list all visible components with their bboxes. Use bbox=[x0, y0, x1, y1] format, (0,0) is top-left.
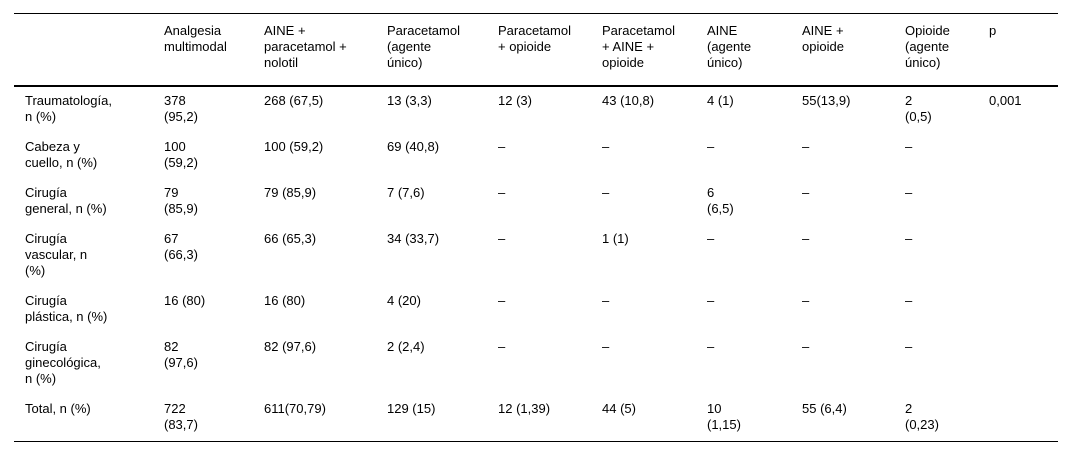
table-cell: 13 (3,3) bbox=[387, 93, 432, 108]
column-header-aine-opioide: AINE + opioide bbox=[802, 13, 905, 87]
table-cell: – bbox=[498, 339, 506, 354]
table-cell: – bbox=[707, 293, 715, 308]
row-label: Cirugía general, n (%) bbox=[25, 185, 107, 216]
table-cell: – bbox=[905, 185, 913, 200]
table-row-total: Total, n (%) 722 (83,7) 611(70,79) 129 (… bbox=[14, 395, 1058, 442]
row-label: Cirugía plástica, n (%) bbox=[25, 293, 108, 324]
table-cell: 67 (66,3) bbox=[164, 231, 198, 262]
table-cell: – bbox=[498, 231, 506, 246]
table-cell: 66 (65,3) bbox=[264, 231, 317, 246]
column-header-aine-unico: AINE (agente único) bbox=[707, 13, 802, 87]
table-cell: 12 (1,39) bbox=[498, 401, 551, 416]
table-cell: – bbox=[602, 139, 610, 154]
column-header-aine-paracetamol-nolotil: AINE + paracetamol + nolotil bbox=[264, 13, 387, 87]
row-label: Cirugía ginecológica, n (%) bbox=[25, 339, 101, 386]
table-cell: 100 (59,2) bbox=[264, 139, 324, 154]
table-cell: 7 (7,6) bbox=[387, 185, 425, 200]
table-cell: 100 (59,2) bbox=[164, 139, 198, 170]
table-cell: – bbox=[707, 139, 715, 154]
table-cell: 2 (0,5) bbox=[905, 93, 932, 124]
table-cell: 82 (97,6) bbox=[264, 339, 317, 354]
table-cell-p-value bbox=[989, 179, 1058, 225]
table-cell: 268 (67,5) bbox=[264, 93, 324, 108]
column-header-analgesia-multimodal: Analgesia multimodal bbox=[164, 13, 264, 87]
table-cell: 6 (6,5) bbox=[707, 185, 734, 216]
table-cell: 12 (3) bbox=[498, 93, 532, 108]
analgesia-table-container: Analgesia multimodal AINE + paracetamol … bbox=[14, 13, 1058, 442]
table-cell: – bbox=[905, 231, 913, 246]
table-cell: 82 (97,6) bbox=[164, 339, 198, 370]
table-cell: – bbox=[905, 339, 913, 354]
table-cell: – bbox=[707, 231, 715, 246]
table-cell-p-value bbox=[989, 333, 1058, 395]
column-header-paracetamol-opioide: Paracetamol + opioide bbox=[498, 13, 602, 87]
table-cell: – bbox=[802, 231, 810, 246]
table-cell: 79 (85,9) bbox=[264, 185, 317, 200]
table-cell: 16 (80) bbox=[264, 293, 306, 308]
column-header-p-value: p bbox=[989, 13, 1058, 87]
table-cell: 4 (20) bbox=[387, 293, 421, 308]
table-cell: 10 (1,15) bbox=[707, 401, 741, 432]
table-cell-p-value: 0,001 bbox=[989, 93, 1022, 108]
table-cell: – bbox=[498, 185, 506, 200]
row-label: Traumatología, n (%) bbox=[25, 93, 112, 124]
table-cell: – bbox=[498, 139, 506, 154]
table-cell: 43 (10,8) bbox=[602, 93, 655, 108]
table-cell-p-value bbox=[989, 287, 1058, 333]
table-body: Traumatología, n (%) 378 (95,2) 268 (67,… bbox=[14, 86, 1058, 442]
table-cell: 722 (83,7) bbox=[164, 401, 198, 432]
table-cell: 44 (5) bbox=[602, 401, 636, 416]
table-cell: 79 (85,9) bbox=[164, 185, 198, 216]
row-label: Total, n (%) bbox=[25, 401, 91, 416]
table-cell: 4 (1) bbox=[707, 93, 734, 108]
table-cell: 2 (2,4) bbox=[387, 339, 425, 354]
table-cell: 1 (1) bbox=[602, 231, 629, 246]
table-cell-p-value bbox=[989, 225, 1058, 287]
analgesia-by-surgery-table: Analgesia multimodal AINE + paracetamol … bbox=[14, 13, 1058, 442]
header-row: Analgesia multimodal AINE + paracetamol … bbox=[14, 13, 1058, 87]
row-label: Cabeza y cuello, n (%) bbox=[25, 139, 98, 170]
table-row-cirugia-plastica: Cirugía plástica, n (%) 16 (80) 16 (80) … bbox=[14, 287, 1058, 333]
table-cell: – bbox=[602, 339, 610, 354]
row-label: Cirugía vascular, n (%) bbox=[25, 231, 88, 278]
column-header-rowlabel bbox=[14, 13, 164, 87]
column-header-paracetamol-aine-opioide: Paracetamol + AINE + opioide bbox=[602, 13, 707, 87]
table-cell: 16 (80) bbox=[164, 293, 206, 308]
table-cell: – bbox=[802, 339, 810, 354]
table-cell: 55(13,9) bbox=[802, 93, 851, 108]
table-cell: – bbox=[707, 339, 715, 354]
table-cell: 69 (40,8) bbox=[387, 139, 440, 154]
table-row-cirugia-vascular: Cirugía vascular, n (%) 67 (66,3) 66 (65… bbox=[14, 225, 1058, 287]
table-row-traumatologia: Traumatología, n (%) 378 (95,2) 268 (67,… bbox=[14, 86, 1058, 133]
column-header-paracetamol-unico: Paracetamol (agente único) bbox=[387, 13, 498, 87]
table-cell-p-value bbox=[989, 395, 1058, 442]
table-cell: 378 (95,2) bbox=[164, 93, 198, 124]
table-cell: – bbox=[905, 293, 913, 308]
table-cell: – bbox=[498, 293, 506, 308]
table-cell: – bbox=[602, 185, 610, 200]
table-cell: – bbox=[905, 139, 913, 154]
table-row-cirugia-ginecologica: Cirugía ginecológica, n (%) 82 (97,6) 82… bbox=[14, 333, 1058, 395]
table-cell: 611(70,79) bbox=[264, 401, 326, 416]
table-cell: 34 (33,7) bbox=[387, 231, 440, 246]
table-cell: – bbox=[602, 293, 610, 308]
column-header-opioide-unico: Opioide (agente único) bbox=[905, 13, 989, 87]
table-cell: 2 (0,23) bbox=[905, 401, 939, 432]
table-cell: – bbox=[802, 185, 810, 200]
table-cell: 55 (6,4) bbox=[802, 401, 847, 416]
table-header: Analgesia multimodal AINE + paracetamol … bbox=[14, 13, 1058, 87]
table-cell: – bbox=[802, 293, 810, 308]
table-cell: 129 (15) bbox=[387, 401, 436, 416]
table-row-cabeza-cuello: Cabeza y cuello, n (%) 100 (59,2) 100 (5… bbox=[14, 133, 1058, 179]
table-row-cirugia-general: Cirugía general, n (%) 79 (85,9) 79 (85,… bbox=[14, 179, 1058, 225]
table-cell: – bbox=[802, 139, 810, 154]
table-cell-p-value bbox=[989, 133, 1058, 179]
